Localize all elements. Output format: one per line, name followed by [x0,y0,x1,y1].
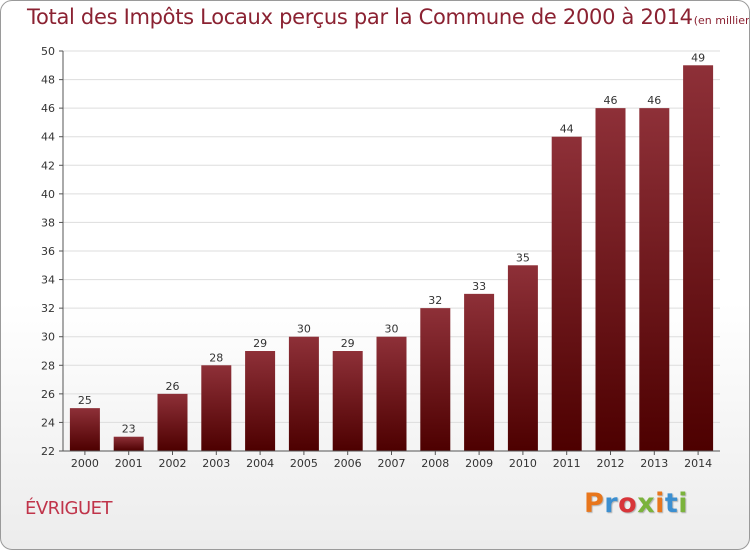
y-tick-label: 24 [41,416,55,429]
bar-2011 [551,136,582,451]
y-tick-label: 22 [41,445,55,458]
bar-2008 [420,308,451,451]
x-tick-label: 2010 [509,457,537,470]
y-tick-label: 36 [41,245,55,258]
x-tick-labels: 2000 2001 2002 2003 2004 2005 2006 2007 2008 2009… [71,457,712,470]
y-tick-labels: 22 24 26 28 30 32 34 36 38 40 42 44 46 48 50 [41,45,55,458]
y-tick-label: 50 [41,45,55,58]
bar-2004 [245,351,276,451]
y-tick-label: 38 [41,216,55,229]
bar-value-label: 29 [341,337,355,350]
chart-title-main: Total des Impôts Locaux perçus par la Co… [27,5,693,29]
logo-letter: i [678,488,689,519]
x-tick-label: 2002 [159,457,187,470]
bar-2005 [288,336,319,451]
x-tick-label: 2000 [71,457,99,470]
logo-letter: P [584,488,605,519]
bar-value-label: 32 [428,294,442,307]
bar-2013 [639,108,670,452]
chart-title: Total des Impôts Locaux perçus par la Co… [27,5,750,29]
bar-value-label: 46 [604,94,618,107]
x-tick-label: 2012 [597,457,625,470]
y-tick-label: 42 [41,159,55,172]
bar-value-label: 33 [472,280,486,293]
bar-2007 [376,336,407,451]
bars [69,65,714,452]
proxiti-logo: Proxiti [584,488,688,519]
y-tick-label: 30 [41,331,55,344]
x-tick-label: 2004 [246,457,274,470]
commune-name: ÉVRIGUET [25,498,113,519]
y-tick-label: 26 [41,388,55,401]
bar-value-label: 29 [253,337,267,350]
y-tick-label: 46 [41,102,55,115]
axes [62,51,720,455]
bar-2006 [332,351,363,451]
logo-letter: x [637,488,656,519]
y-tick-label: 40 [41,188,55,201]
logo-letter: r [604,488,619,519]
x-tick-label: 2001 [115,457,143,470]
x-tick-label: 2003 [202,457,230,470]
bar-2014 [683,65,714,452]
x-tick-label: 2011 [553,457,581,470]
bar-value-labels: 25 23 26 28 29 30 29 30 32 33 35 44 46 46 49 [78,51,705,435]
bar-value-label: 30 [385,323,399,336]
y-tick-label: 34 [41,274,55,287]
x-tick-label: 2008 [421,457,449,470]
bar-value-label: 26 [166,380,180,393]
bar-value-label: 46 [647,94,661,107]
x-tick-label: 2007 [378,457,406,470]
bar-value-label: 28 [209,351,223,364]
bar-value-label: 49 [691,51,705,64]
logo-letter: t [664,488,679,519]
x-tick-label: 2009 [465,457,493,470]
bar-value-label: 25 [78,394,92,407]
y-tick-label: 32 [41,302,55,315]
y-tick-label: 48 [41,74,55,87]
x-tick-label: 2005 [290,457,318,470]
logo-letter: i [655,488,665,519]
bar-2001 [113,436,144,451]
bar-2000 [69,408,100,451]
y-tick-label: 44 [41,131,55,144]
chart-title-unit: (en milliers d'€) [693,14,750,27]
bar-value-label: 30 [297,323,311,336]
logo-letter: o [618,488,638,519]
x-tick-label: 2014 [684,457,712,470]
bar-value-label: 23 [122,423,136,436]
bar-2009 [464,293,495,451]
bar-2003 [201,365,232,451]
y-tick-label: 28 [41,359,55,372]
x-tick-label: 2013 [640,457,668,470]
bar-2002 [157,393,188,451]
bar-2010 [507,265,538,451]
bar-2012 [595,108,626,452]
bar-value-label: 35 [516,251,530,264]
x-tick-label: 2006 [334,457,362,470]
bar-value-label: 44 [560,123,574,136]
